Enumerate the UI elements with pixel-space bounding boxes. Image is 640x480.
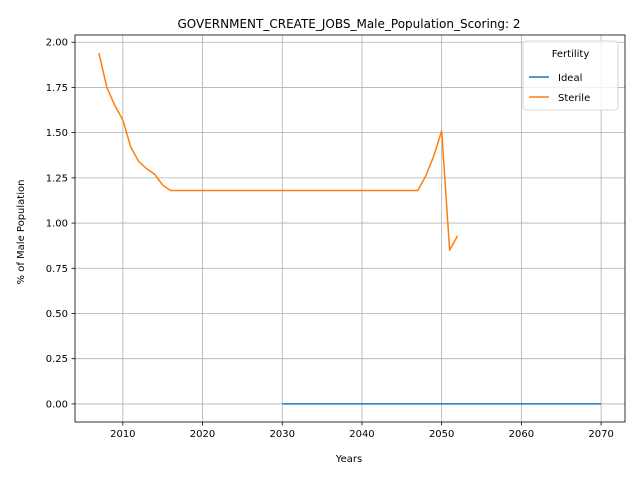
y-axis-label: % of Male Population bbox=[16, 180, 27, 285]
y-tick-label: 2.00 bbox=[46, 38, 68, 49]
y-tick-label: 1.50 bbox=[46, 128, 68, 139]
y-axis: 0.00 0.25 0.50 0.75 1.00 1.25 1.50 1.75 2.00 bbox=[46, 38, 75, 411]
legend-label-ideal: Ideal bbox=[558, 73, 582, 84]
y-tick-label: 1.00 bbox=[46, 219, 68, 230]
legend: Fertility Ideal Sterile bbox=[523, 41, 618, 110]
x-tick-label: 2010 bbox=[110, 429, 135, 440]
y-tick-label: 1.75 bbox=[46, 83, 68, 94]
x-tick-label: 2030 bbox=[270, 429, 295, 440]
legend-title: Fertility bbox=[552, 49, 590, 60]
y-tick-label: 0.00 bbox=[46, 399, 68, 410]
chart-title: GOVERNMENT_CREATE_JOBS_Male_Population_S… bbox=[177, 17, 520, 31]
y-tick-label: 0.50 bbox=[46, 309, 68, 320]
legend-label-sterile: Sterile bbox=[558, 93, 590, 104]
y-tick-label: 1.25 bbox=[46, 173, 68, 184]
x-tick-label: 2040 bbox=[349, 429, 374, 440]
x-tick-label: 2020 bbox=[190, 429, 215, 440]
x-axis-label: Years bbox=[335, 454, 362, 465]
y-tick-label: 0.75 bbox=[46, 264, 68, 275]
series-line-sterile bbox=[99, 53, 458, 250]
x-tick-label: 2070 bbox=[588, 429, 613, 440]
x-tick-label: 2050 bbox=[429, 429, 454, 440]
x-axis: 2010 2020 2030 2040 2050 2060 2070 bbox=[110, 422, 614, 440]
x-tick-label: 2060 bbox=[509, 429, 534, 440]
y-tick-label: 0.25 bbox=[46, 354, 68, 365]
